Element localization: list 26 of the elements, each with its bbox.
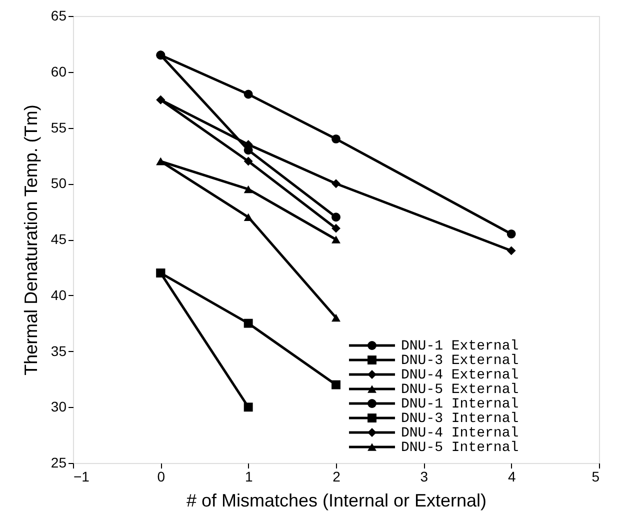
y-tick-label: 25 <box>50 454 67 470</box>
y-tick-label: 35 <box>50 342 67 359</box>
y-axis-title: Thermal Denaturation Temp. (Tm) <box>20 104 41 376</box>
x-tick-label: 1 <box>244 468 253 484</box>
legend-label: DNU-1 External <box>401 338 519 354</box>
legend-label: DNU-1 Internal <box>401 396 519 412</box>
x-axis-title: # of Mismatches (Internal or External) <box>186 490 487 510</box>
y-tick-label: 55 <box>50 119 67 136</box>
legend-label: DNU-3 Internal <box>401 411 519 427</box>
y-tick-label: 45 <box>50 231 67 247</box>
legend-label: DNU-4 Internal <box>401 426 519 442</box>
y-tick-label: 30 <box>50 398 67 415</box>
x-tick-label: 2 <box>332 468 341 484</box>
y-tick-label: 40 <box>50 286 67 303</box>
y-tick-label: 50 <box>50 175 67 192</box>
x-tick-label: −1 <box>74 468 90 484</box>
x-tick-label: 0 <box>157 468 166 484</box>
legend-label: DNU-4 External <box>401 368 519 384</box>
legend-label: DNU-5 Internal <box>401 440 519 456</box>
x-tick-label: 4 <box>508 468 516 484</box>
legend-label: DNU-5 External <box>401 382 519 398</box>
x-tick-label: 3 <box>420 468 428 484</box>
y-tick-label: 65 <box>50 8 67 24</box>
y-tick-label: 60 <box>50 63 67 80</box>
x-tick-label: 5 <box>592 468 600 484</box>
legend-label: DNU-3 External <box>401 353 519 369</box>
